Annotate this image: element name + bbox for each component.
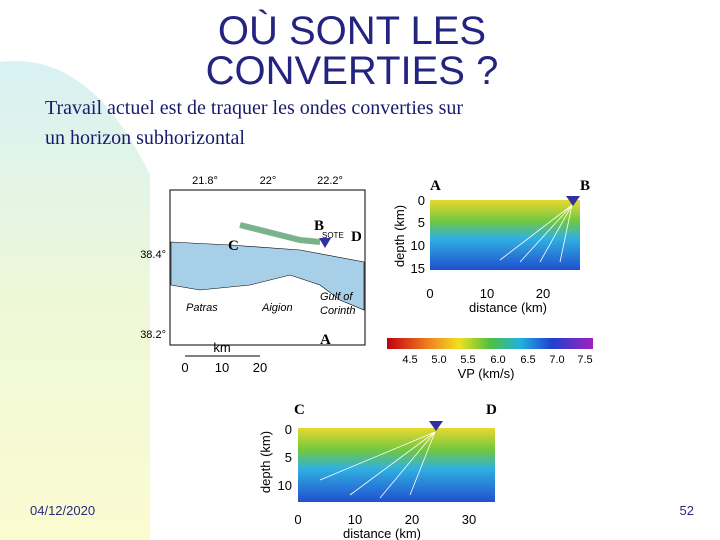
colorbar-tick: 6.5 bbox=[520, 354, 535, 366]
y-tick: 5 bbox=[285, 450, 292, 465]
section-cd: C D depth (km) 0 5 10 0 10 20 30 distanc… bbox=[258, 402, 497, 540]
x-tick: 20 bbox=[405, 512, 419, 527]
axis-label: distance (km) bbox=[343, 526, 421, 540]
title: CONVERTIES ? bbox=[206, 49, 499, 93]
background-band bbox=[0, 60, 150, 540]
section-ab: A B depth (km) 0 5 10 15 0 10 20 distanc… bbox=[392, 178, 590, 315]
y-tick: 10 bbox=[278, 478, 292, 493]
x-tick: 10 bbox=[348, 512, 362, 527]
y-tick: 0 bbox=[418, 193, 425, 208]
end-label: C bbox=[294, 402, 305, 418]
colorbar-tick: 6.0 bbox=[490, 354, 505, 366]
gulf-label: Gulf of bbox=[320, 291, 353, 303]
point-label: A bbox=[320, 332, 331, 348]
map: 21.8° 22° 22.2° 38.4° 38.2° A B C D SOTE… bbox=[140, 175, 366, 375]
axis-label: distance (km) bbox=[469, 300, 547, 315]
station-label: SOTE bbox=[322, 231, 344, 240]
point-label: D bbox=[351, 229, 362, 245]
body-text: un horizon subhorizontal bbox=[45, 127, 245, 149]
x-tick: 0 bbox=[294, 512, 301, 527]
y-tick: 10 bbox=[411, 238, 425, 253]
x-tick: 30 bbox=[462, 512, 476, 527]
scale-tick: 0 bbox=[181, 360, 188, 375]
lon-label: 22° bbox=[260, 175, 277, 187]
gulf-label: Corinth bbox=[320, 305, 355, 317]
axis-label: depth (km) bbox=[258, 431, 273, 493]
lat-label: 38.4° bbox=[140, 249, 166, 261]
colorbar-tick: 5.0 bbox=[431, 354, 446, 366]
x-tick: 20 bbox=[536, 286, 550, 301]
lon-label: 22.2° bbox=[317, 175, 343, 187]
footer-date: 04/12/2020 bbox=[30, 503, 95, 518]
body-text: Travail actuel est de traquer les ondes … bbox=[45, 97, 463, 119]
place-label: Aigion bbox=[261, 302, 293, 314]
place-label: Patras bbox=[186, 302, 218, 314]
scale-unit: km bbox=[213, 340, 230, 355]
colorbar-label: VP (km/s) bbox=[458, 366, 515, 381]
end-label: D bbox=[486, 402, 497, 418]
scale-tick: 20 bbox=[253, 360, 267, 375]
point-label: B bbox=[314, 218, 324, 234]
page-number: 52 bbox=[680, 503, 694, 518]
lat-label: 38.2° bbox=[140, 329, 166, 341]
colorbar-tick: 7.0 bbox=[549, 354, 564, 366]
y-tick: 5 bbox=[418, 215, 425, 230]
axis-label: depth (km) bbox=[392, 205, 407, 267]
colorbar: 4.5 5.0 5.5 6.0 6.5 7.0 7.5 VP (km/s) bbox=[387, 338, 593, 381]
lon-label: 21.8° bbox=[192, 175, 218, 187]
y-tick: 0 bbox=[285, 422, 292, 437]
y-tick: 15 bbox=[411, 261, 425, 276]
end-label: A bbox=[430, 178, 441, 194]
scale-tick: 10 bbox=[215, 360, 229, 375]
point-label: C bbox=[228, 238, 239, 254]
x-tick: 10 bbox=[480, 286, 494, 301]
x-tick: 0 bbox=[426, 286, 433, 301]
end-label: B bbox=[580, 178, 590, 194]
colorbar-tick: 4.5 bbox=[402, 354, 417, 366]
colorbar-tick: 7.5 bbox=[577, 354, 592, 366]
colorbar-tick: 5.5 bbox=[460, 354, 475, 366]
title: OÙ SONT LES bbox=[218, 8, 486, 53]
